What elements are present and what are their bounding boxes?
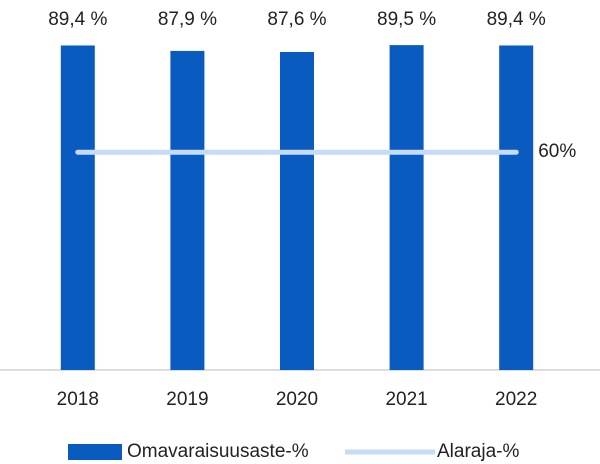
bar (60, 45, 95, 371)
legend-swatch (68, 444, 122, 460)
x-tick-label: 2018 (57, 389, 99, 410)
data-label: 87,6 % (267, 9, 326, 30)
bar (499, 45, 534, 371)
x-tick-label: 2019 (166, 389, 208, 410)
x-tick-label: 2022 (495, 389, 537, 410)
legend-label: Alaraja-% (437, 441, 519, 462)
bar (280, 52, 314, 371)
data-label: 87,9 % (158, 9, 217, 30)
x-tick-label: 2020 (276, 389, 318, 410)
x-tick-label: 2021 (385, 389, 427, 410)
legend-label: Omavaraisuusaste-% (127, 441, 309, 462)
data-label: 60% (538, 141, 576, 162)
bar (389, 45, 424, 371)
data-label: 89,4 % (487, 9, 546, 30)
data-label: 89,5 % (377, 9, 436, 30)
data-label: 89,4 % (48, 9, 107, 30)
bar (170, 50, 205, 370)
